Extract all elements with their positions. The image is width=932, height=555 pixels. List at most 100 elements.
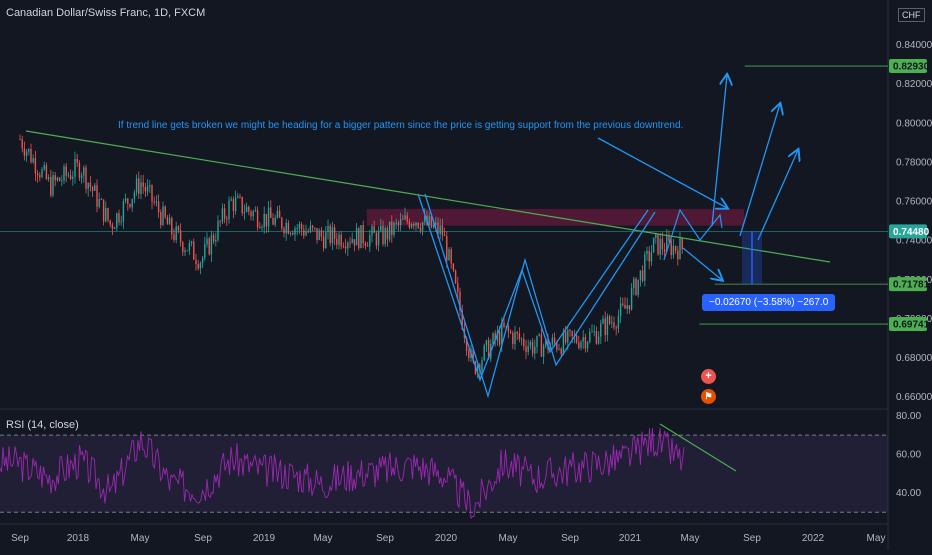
candle-body-87 [210,235,213,255]
candle-body-197 [452,263,455,271]
candle-body-36 [98,199,100,207]
time-tick-12: Sep [743,533,761,544]
candle-body-195 [448,249,450,261]
candle-body-284 [644,254,646,281]
candle-body-301 [681,238,683,250]
time-tick-8: May [499,533,518,544]
candle-body-298 [674,245,677,251]
candle-body-151 [351,239,353,243]
candle-body-164 [380,225,382,231]
candle-body-142 [331,227,334,244]
candle-body-2 [23,148,26,156]
candle-body-180 [415,222,417,226]
candle-body-169 [391,221,393,236]
candle-body-113 [267,207,270,227]
candle-body-161 [373,226,375,233]
candle-body-109 [259,226,261,228]
candle-body-78 [190,241,193,244]
candle-body-16 [54,175,56,181]
candle-body-244 [556,342,558,350]
candle-body-106 [252,211,254,217]
candle-body-121 [285,222,287,234]
candle-body-154 [358,228,360,249]
candle-body-267 [606,316,609,336]
candle-body-21 [65,166,67,176]
candle-body-167 [386,228,389,240]
candle-body-73 [179,230,182,243]
candle-body-188 [432,224,435,228]
rsi-title: RSI (14, close) [6,419,79,431]
candle-body-238 [542,345,545,357]
rsi-trendline [659,423,737,472]
w-pattern-outer [424,193,656,399]
rsi-line [0,427,685,520]
candle-body-65 [162,206,164,225]
candle-body-262 [595,331,598,344]
plus-circle-icon[interactable]: + [701,369,716,384]
candle-body-58 [146,186,149,192]
candle-body-89 [215,239,217,242]
candle-body-212 [485,340,488,346]
candle-body-10 [41,169,43,178]
candle-body-240 [547,338,549,350]
candle-body-283 [641,270,644,281]
price-tag-bg-3 [889,317,927,332]
price-tag-2: 0.71781 [889,277,930,292]
candle-body-261 [593,331,595,333]
candle-body-39 [105,207,107,222]
candle-body-191 [439,225,441,234]
candle-body-90 [217,220,219,240]
time-tick-11: May [681,533,700,544]
candle-body-95 [228,200,230,220]
time-tick-0: Sep [11,533,29,544]
price-tag-label-0: 0.82930 [893,62,930,73]
candle-body-82 [199,263,202,269]
candle-body-159 [369,235,371,247]
price-tick-5: 0.74000 [896,236,932,247]
candle-body-108 [256,210,259,227]
time-tick-14: May [867,533,886,544]
candle-body-60 [151,185,153,202]
candle-body-75 [184,250,186,253]
candle-body-165 [382,225,384,245]
candle-body-24 [72,176,74,179]
candle-body-163 [377,230,380,246]
candle-body-136 [318,230,320,240]
candle-body-274 [622,303,624,305]
flag-icon[interactable]: ⚑ [701,389,716,404]
candle-body-278 [630,288,633,310]
candle-body-192 [441,225,444,236]
candle-body-254 [578,342,580,348]
candle-body-105 [250,211,252,217]
candle-body-43 [113,227,116,229]
candle-body-85 [206,238,208,245]
candle-body-150 [349,242,351,244]
candle-body-132 [309,225,312,232]
candle-body-70 [173,234,175,241]
candle-body-3 [25,151,28,156]
candle-body-52 [133,192,136,199]
candle-body-253 [575,335,578,343]
candle-body-257 [584,337,587,349]
price-tick-0: 0.84000 [896,40,932,51]
candle-body-271 [615,327,617,329]
candle-body-122 [287,222,290,234]
price-tick-2: 0.80000 [896,118,932,129]
candle-body-282 [639,270,642,280]
candle-body-110 [261,227,263,228]
candle-body-144 [336,238,338,245]
candle-body-199 [457,283,459,292]
candle-body-281 [637,279,639,295]
price-tag-3: 0.69741 [889,317,930,332]
candle-body-149 [347,242,349,249]
currency-badge[interactable]: CHF [898,8,925,22]
candle-body-103 [245,206,248,212]
candle-body-272 [617,316,620,329]
candle-body-251 [571,331,573,337]
candle-body-276 [626,305,628,309]
candle-body-216 [494,333,496,341]
price-tag-1: 0.74480 [889,224,930,239]
candle-body-30 [85,167,87,189]
